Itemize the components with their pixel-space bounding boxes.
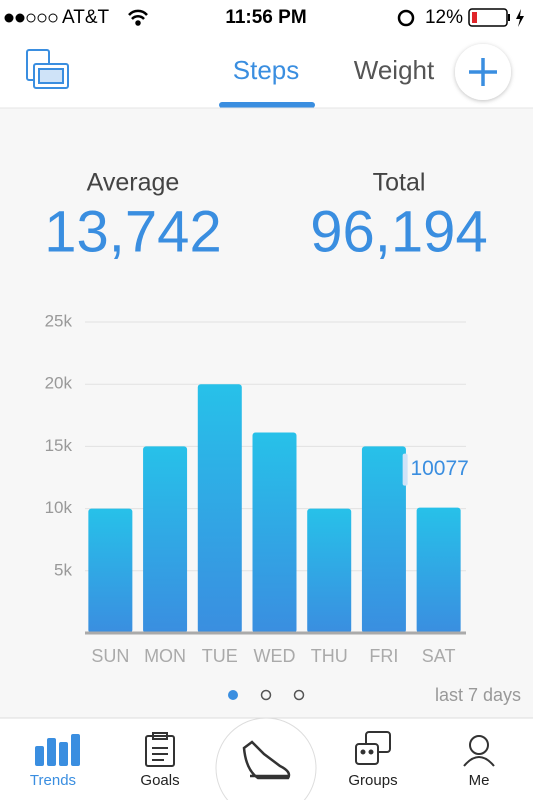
tab-steps[interactable]: Steps bbox=[233, 55, 300, 85]
x-tick-label: MON bbox=[144, 646, 186, 666]
page-dot[interactable] bbox=[293, 689, 305, 701]
average-value: 13,742 bbox=[44, 199, 221, 264]
time: 11:56 PM bbox=[225, 7, 306, 28]
shoe-icon bbox=[242, 740, 291, 780]
y-tick-label: 25k bbox=[45, 311, 73, 330]
x-tick-label: SUN bbox=[91, 646, 129, 666]
bar bbox=[143, 446, 188, 633]
x-tick-label: WED bbox=[254, 646, 296, 666]
period-label: last 7 days bbox=[435, 685, 521, 705]
bar bbox=[88, 508, 133, 633]
bar bbox=[252, 432, 297, 633]
wifi-icon bbox=[128, 9, 148, 26]
tab-weight[interactable]: Weight bbox=[354, 55, 435, 85]
page-dot[interactable] bbox=[260, 689, 272, 701]
page-dot-active[interactable] bbox=[228, 690, 238, 700]
nav-me[interactable]: Me bbox=[469, 772, 490, 789]
trends-icon[interactable] bbox=[35, 734, 80, 766]
header-bg bbox=[0, 0, 533, 108]
y-tick-label: 10k bbox=[45, 498, 73, 517]
battery-icon bbox=[468, 8, 524, 27]
track-button[interactable] bbox=[215, 717, 317, 800]
carrier: AT&T bbox=[62, 7, 110, 28]
average-label: Average bbox=[87, 169, 180, 197]
groups-icon[interactable] bbox=[355, 731, 391, 765]
nav-trends[interactable]: Trends bbox=[30, 772, 76, 789]
bar bbox=[361, 446, 406, 633]
bar bbox=[416, 507, 461, 633]
value-label-tab bbox=[402, 453, 408, 486]
sync-icon[interactable] bbox=[26, 49, 69, 89]
bar bbox=[197, 384, 242, 633]
me-icon[interactable] bbox=[463, 735, 495, 767]
y-tick-label: 5k bbox=[54, 560, 72, 579]
battery-percent: 12% bbox=[425, 7, 463, 28]
total-label: Total bbox=[373, 169, 426, 197]
x-tick-label: THU bbox=[311, 646, 348, 666]
y-tick-label: 15k bbox=[45, 436, 73, 455]
bar bbox=[307, 508, 352, 633]
tab-indicator bbox=[219, 102, 315, 108]
nav-groups[interactable]: Groups bbox=[348, 772, 397, 789]
add-icon bbox=[469, 58, 497, 86]
alarm-icon bbox=[397, 9, 415, 27]
signal bbox=[4, 13, 58, 23]
chart: 5k 10k 15k 20k 25k SUN MON TUE WED THU FRI SAT 10077 bbox=[45, 311, 469, 665]
x-tick-label: SAT bbox=[422, 646, 456, 666]
value-label: 10077 bbox=[410, 457, 468, 480]
x-tick-label: FRI bbox=[369, 646, 398, 666]
goals-icon[interactable] bbox=[145, 732, 175, 767]
total-value: 96,194 bbox=[310, 199, 487, 264]
y-tick-label: 20k bbox=[45, 374, 73, 393]
x-tick-label: TUE bbox=[202, 646, 238, 666]
nav-goals[interactable]: Goals bbox=[140, 772, 179, 789]
